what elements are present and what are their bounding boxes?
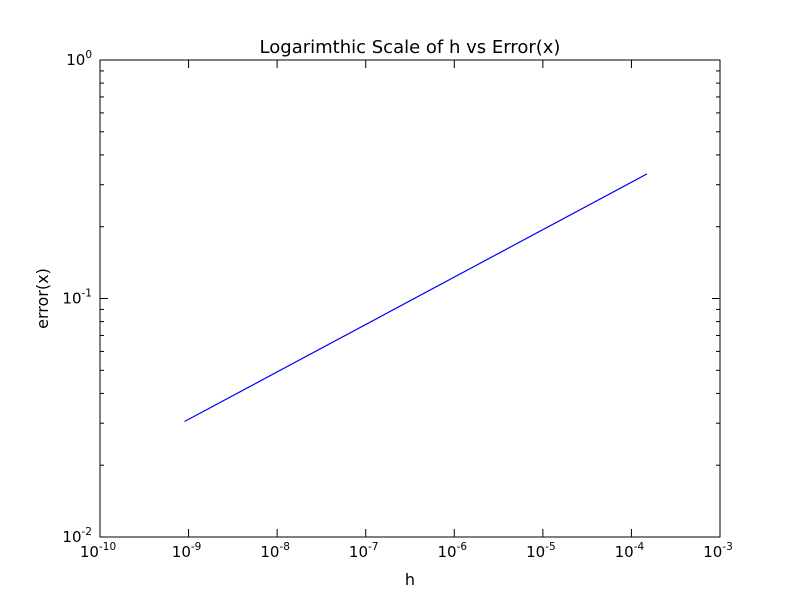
y-tick-label: 10-2 bbox=[62, 526, 92, 546]
y-tick-label: 100 bbox=[66, 49, 92, 69]
x-tick-labels: 10-10 10-9 10-8 10-7 10-6 10-5 10-4 10-3 bbox=[80, 541, 733, 561]
minor-ticks bbox=[100, 70, 720, 466]
x-tick-label: 10-4 bbox=[615, 541, 645, 561]
major-ticks bbox=[99, 59, 721, 538]
x-tick-label: 10-10 bbox=[80, 541, 116, 561]
x-tick-label: 10-9 bbox=[172, 541, 202, 561]
x-tick-label: 10-7 bbox=[349, 541, 379, 561]
series-group bbox=[184, 173, 648, 423]
x-tick-label: 10-6 bbox=[437, 541, 467, 561]
y-tick-labels: 10-2 10-1 100 bbox=[62, 49, 92, 546]
y-axis-label: error(x) bbox=[33, 268, 52, 329]
chart-title: Logarimthic Scale of h vs Error(x) bbox=[260, 37, 561, 58]
plot-frame bbox=[99, 59, 721, 538]
x-tick-label: 10-8 bbox=[260, 541, 290, 561]
x-tick-label: 10-3 bbox=[703, 541, 733, 561]
y-tick-label: 10-1 bbox=[62, 288, 92, 308]
x-axis-label: h bbox=[405, 570, 415, 589]
x-tick-label: 10-5 bbox=[526, 541, 556, 561]
series-line bbox=[184, 173, 648, 423]
